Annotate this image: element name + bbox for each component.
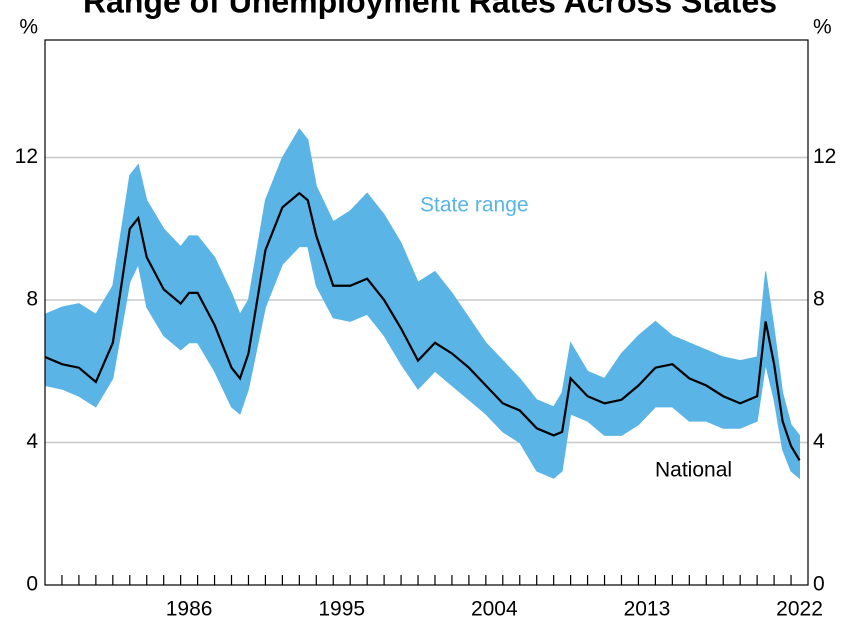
series-label: National: [655, 459, 732, 482]
y2-unit: %: [813, 16, 832, 39]
range-area: [44, 128, 801, 480]
y2-tick-label: 8: [813, 288, 825, 311]
series-label: State range: [420, 194, 529, 217]
y-unit: %: [19, 16, 38, 39]
y2-tick-label: 4: [813, 430, 825, 453]
x-tick-label: 2013: [624, 598, 671, 621]
y2-tick-label: 12: [813, 145, 836, 168]
y2-tick-label: 0: [813, 573, 825, 596]
y-tick-label: 8: [26, 288, 38, 311]
plot-frame: [44, 39, 809, 586]
national-line: [44, 191, 801, 461]
y-tick-label: 4: [26, 430, 38, 453]
y-tick-label: 12: [15, 145, 38, 168]
y-tick-label: 0: [26, 573, 38, 596]
chart-title: Range of Unemployment Rates Across State…: [83, 0, 777, 19]
x-tick-label: 1995: [318, 598, 365, 621]
x-tick-label: 1986: [166, 598, 213, 621]
x-tick-label: 2004: [471, 598, 518, 621]
x-tick-label: 2022: [776, 598, 823, 621]
